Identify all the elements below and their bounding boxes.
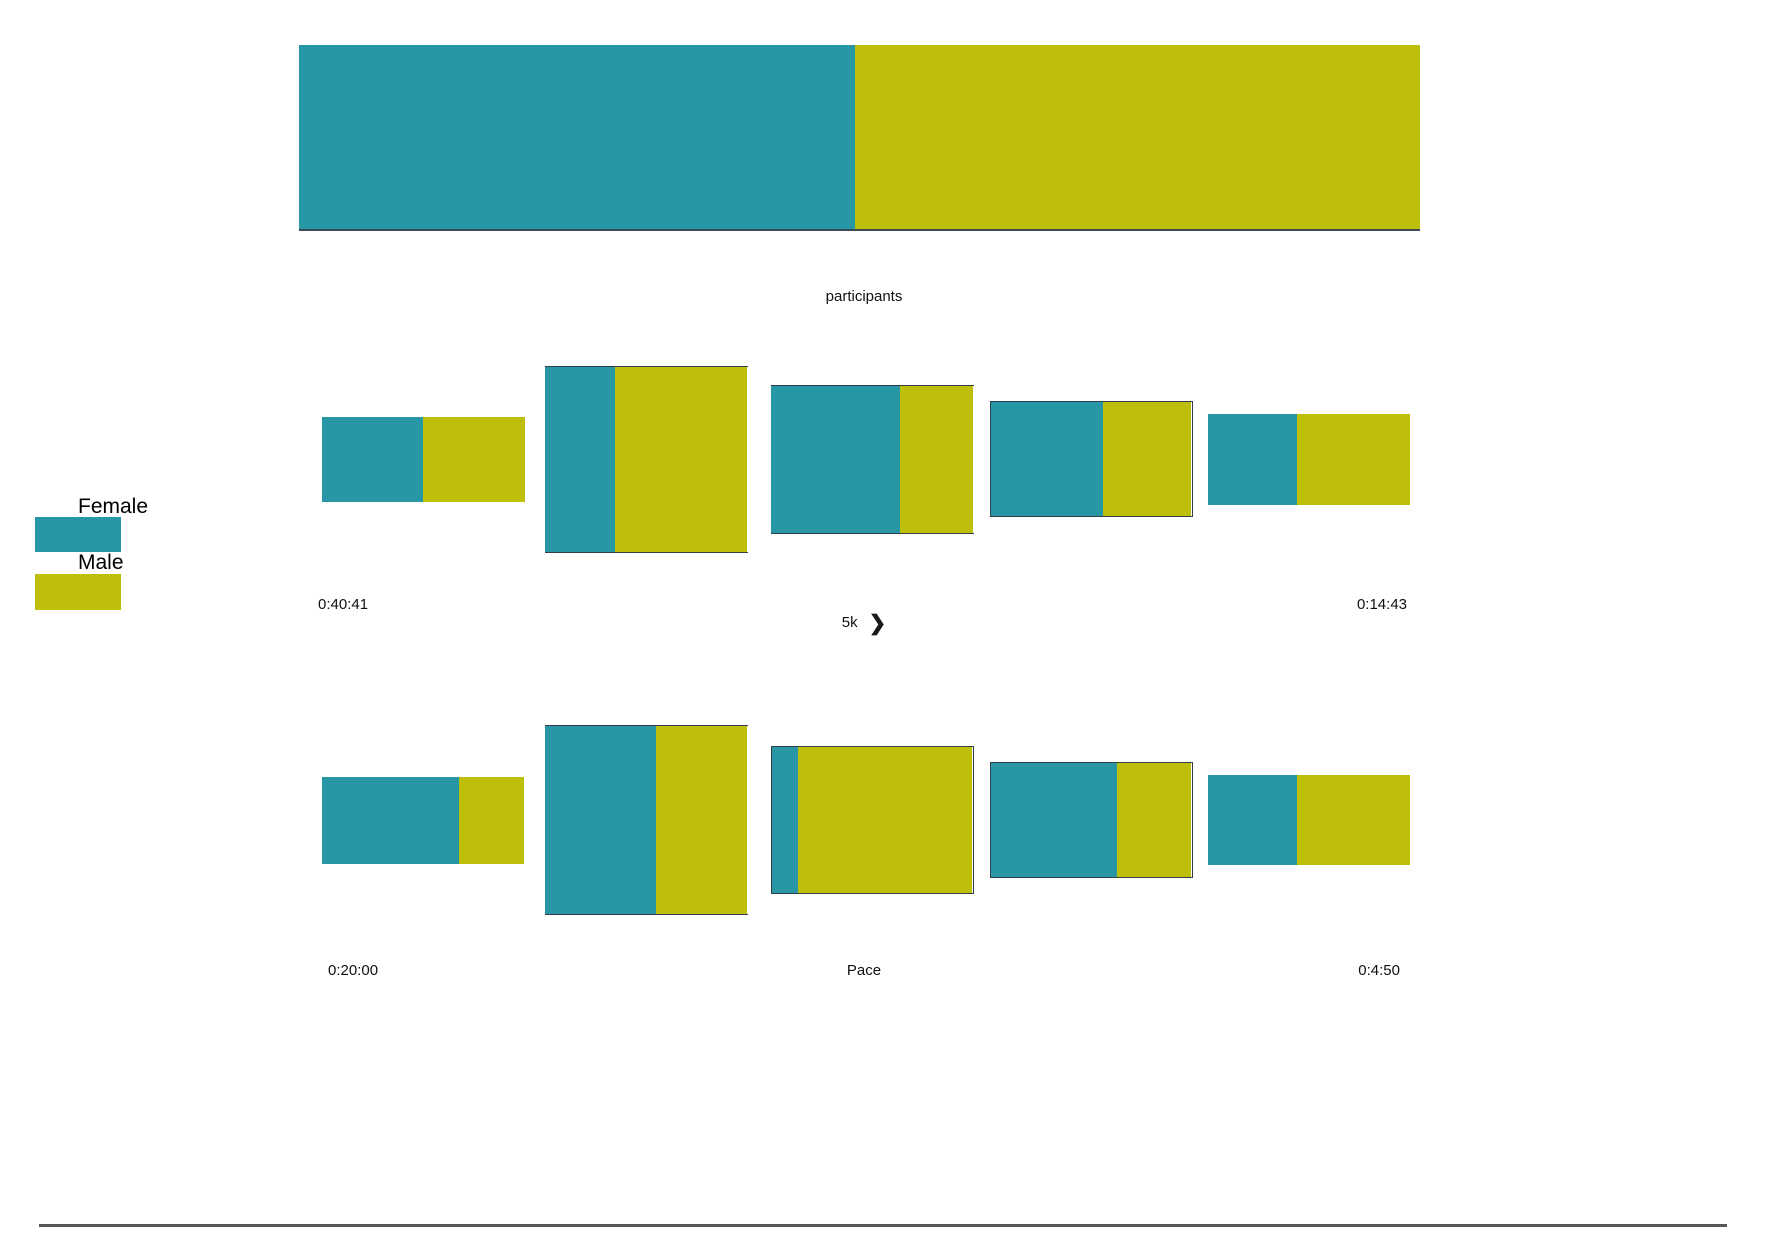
pace-bin-4-female-segment[interactable]	[990, 763, 1118, 877]
next-chevron-icon[interactable]: ❯	[868, 612, 887, 635]
5k-bin-1-male-segment[interactable]	[423, 416, 525, 502]
participants-female-segment[interactable]	[299, 45, 856, 229]
5k-bin-3-bar[interactable]	[770, 384, 974, 534]
5k-bin-4-female-segment[interactable]	[990, 402, 1104, 516]
pace-min-tick-label: 0:20:00	[328, 962, 379, 979]
5k-bin-5-bar[interactable]	[1207, 413, 1411, 505]
5k-min-tick-label: 0:40:41	[318, 596, 369, 613]
participants-bar	[299, 45, 1420, 231]
5k-bin-3-male-segment[interactable]	[900, 385, 974, 533]
5k-bin-2-male-segment[interactable]	[614, 366, 748, 552]
5k-bin-2-bar[interactable]	[544, 365, 748, 553]
legend-label-female[interactable]: Female	[78, 495, 149, 518]
pace-bin-2-male-segment[interactable]	[656, 726, 748, 914]
female-swatch[interactable]	[35, 517, 121, 552]
5k-max-tick-label: 0:14:43	[1356, 596, 1407, 613]
pace-bin-1-male-segment[interactable]	[458, 776, 525, 864]
pace-bin-1-female-segment[interactable]	[321, 776, 459, 864]
pace-max-tick-label: 0:4:50	[1358, 962, 1400, 979]
5k-bin-1-bar[interactable]	[321, 416, 525, 502]
participants-male-segment[interactable]	[855, 45, 1420, 229]
5k-bin-5-female-segment[interactable]	[1207, 413, 1297, 505]
pace-bin-2-female-segment[interactable]	[544, 726, 657, 914]
pace-bin-5-female-segment[interactable]	[1207, 775, 1297, 865]
legend-label-male[interactable]: Male	[78, 551, 124, 574]
pace-bin-3-bar[interactable]	[770, 746, 974, 894]
pace-bin-3-female-segment[interactable]	[771, 747, 799, 893]
5k-axis-label-group: 5k ❯	[321, 612, 1407, 635]
5k-axis-label: 5k	[841, 614, 858, 631]
5k-bin-2-female-segment[interactable]	[544, 366, 615, 552]
5k-bin-3-female-segment[interactable]	[770, 385, 901, 533]
pace-bin-4-male-segment[interactable]	[1117, 763, 1192, 877]
pace-bin-3-male-segment[interactable]	[798, 747, 973, 893]
male-swatch[interactable]	[35, 574, 121, 610]
pace-bin-2-bar[interactable]	[544, 725, 748, 915]
pace-bin-5-bar[interactable]	[1207, 775, 1411, 865]
pace-axis-label: Pace	[846, 962, 882, 979]
bottom-divider-line	[39, 1224, 1727, 1227]
5k-bin-1-female-segment[interactable]	[321, 416, 423, 502]
5k-bin-4-male-segment[interactable]	[1103, 402, 1192, 516]
5k-bin-5-male-segment[interactable]	[1296, 413, 1411, 505]
pace-bin-4-bar[interactable]	[989, 762, 1193, 878]
5k-bin-4-bar[interactable]	[989, 401, 1193, 517]
participants-axis-label: participants	[825, 288, 903, 305]
pace-bin-1-bar[interactable]	[321, 776, 525, 864]
pace-bin-5-male-segment[interactable]	[1296, 775, 1411, 865]
